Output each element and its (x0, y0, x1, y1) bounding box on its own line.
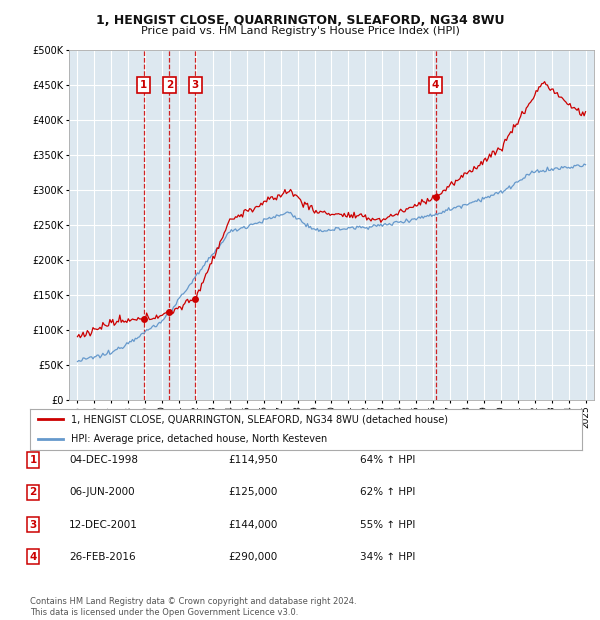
Text: 1: 1 (29, 455, 37, 465)
Text: £114,950: £114,950 (228, 455, 278, 465)
Text: 55% ↑ HPI: 55% ↑ HPI (360, 520, 415, 529)
Text: 3: 3 (191, 79, 199, 90)
Text: Contains HM Land Registry data © Crown copyright and database right 2024.
This d: Contains HM Land Registry data © Crown c… (30, 598, 356, 617)
Text: 1, HENGIST CLOSE, QUARRINGTON, SLEAFORD, NG34 8WU: 1, HENGIST CLOSE, QUARRINGTON, SLEAFORD,… (96, 14, 504, 27)
Text: 4: 4 (29, 552, 37, 562)
Text: 2: 2 (166, 79, 173, 90)
Text: £144,000: £144,000 (228, 520, 277, 529)
Text: 26-FEB-2016: 26-FEB-2016 (69, 552, 136, 562)
Text: £290,000: £290,000 (228, 552, 277, 562)
Text: 06-JUN-2000: 06-JUN-2000 (69, 487, 134, 497)
Text: 2: 2 (29, 487, 37, 497)
Text: 3: 3 (29, 520, 37, 529)
Text: 12-DEC-2001: 12-DEC-2001 (69, 520, 138, 529)
Text: 34% ↑ HPI: 34% ↑ HPI (360, 552, 415, 562)
Text: 04-DEC-1998: 04-DEC-1998 (69, 455, 138, 465)
Text: Price paid vs. HM Land Registry's House Price Index (HPI): Price paid vs. HM Land Registry's House … (140, 26, 460, 36)
Text: 1, HENGIST CLOSE, QUARRINGTON, SLEAFORD, NG34 8WU (detached house): 1, HENGIST CLOSE, QUARRINGTON, SLEAFORD,… (71, 414, 448, 424)
Text: HPI: Average price, detached house, North Kesteven: HPI: Average price, detached house, Nort… (71, 435, 328, 445)
Text: £125,000: £125,000 (228, 487, 277, 497)
Text: 4: 4 (432, 79, 439, 90)
Text: 64% ↑ HPI: 64% ↑ HPI (360, 455, 415, 465)
Text: 62% ↑ HPI: 62% ↑ HPI (360, 487, 415, 497)
Text: 1: 1 (140, 79, 148, 90)
